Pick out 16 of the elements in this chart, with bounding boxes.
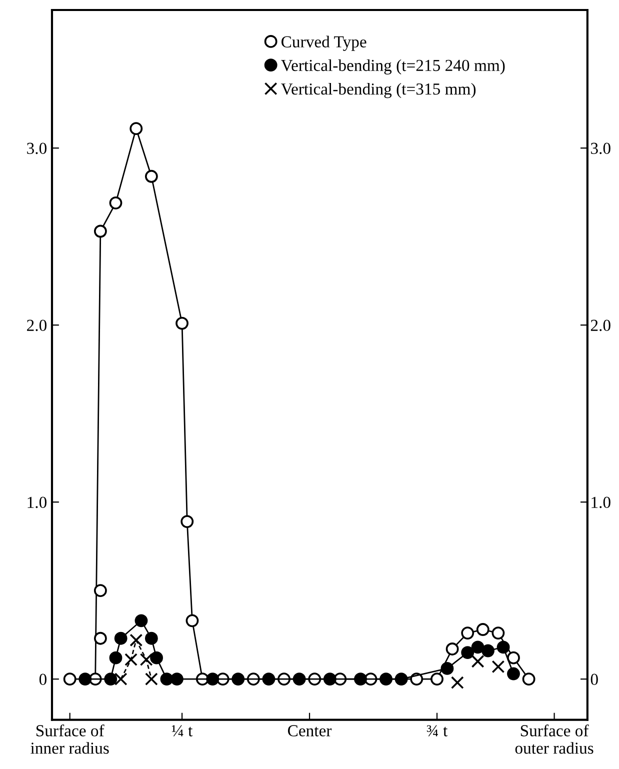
legend-label: Vertical-bending (t=315 mm) bbox=[281, 82, 476, 98]
x-tick-label: Center bbox=[288, 725, 332, 736]
y2-tick-label: 1.0 bbox=[592, 496, 610, 508]
y-tick-label: 0 bbox=[39, 674, 46, 686]
x-tick-label: ¼ t bbox=[172, 725, 193, 736]
y-tick-label: 3.0 bbox=[27, 142, 46, 154]
y2-tick-label: 2.0 bbox=[590, 320, 610, 332]
x-tick-label: Surface of inner radius bbox=[30, 724, 109, 754]
y-tick-label: 1.0 bbox=[28, 496, 46, 508]
x-tick-label: ¾ t bbox=[426, 725, 448, 736]
y-tick-label: 2.0 bbox=[27, 320, 46, 332]
y2-tick-label: 0 bbox=[590, 674, 598, 686]
x-tick-label: Surface of outer radius bbox=[515, 724, 594, 754]
legend-label: Curved Type bbox=[282, 36, 366, 51]
legend-label: Vertical-bending (t=215 240 mm) bbox=[281, 59, 505, 75]
y2-tick-label: 3.0 bbox=[591, 142, 610, 154]
